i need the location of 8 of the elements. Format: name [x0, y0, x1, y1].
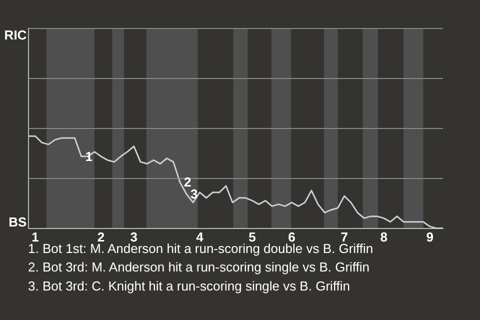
x-tick-label: 9 [426, 229, 434, 244]
text: BS [8, 214, 28, 230]
text: RIC [4, 27, 28, 42]
text: 3. Bot 3rd: C. Knight hit a run-scoring single vs B. Griffin [28, 278, 350, 294]
text: 2. Bot 3rd: M. Anderson hit a run-scoring single vs B. Griffin [28, 260, 370, 275]
x-tick-label: 8 [380, 229, 388, 244]
annotation: 3 [190, 186, 198, 202]
annotation: 2 [184, 174, 192, 190]
